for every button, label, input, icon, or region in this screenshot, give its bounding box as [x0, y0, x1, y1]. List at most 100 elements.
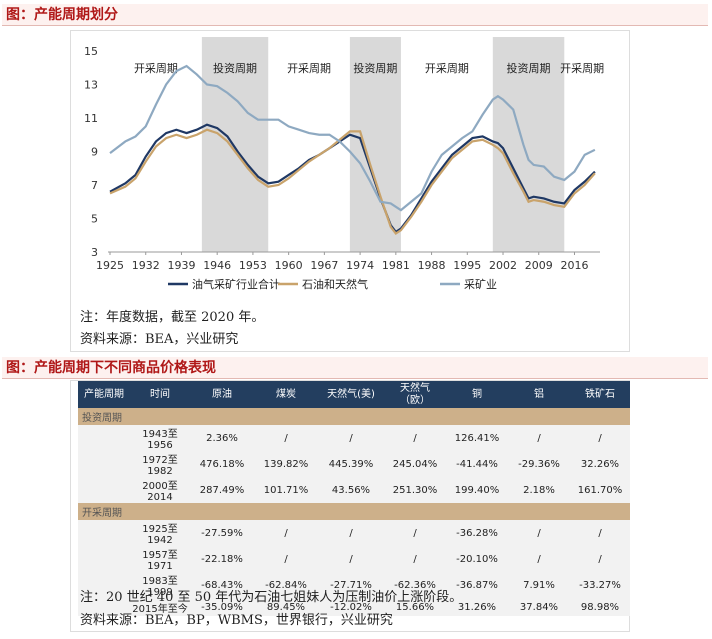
x-tick-label: 1932 — [132, 259, 160, 272]
column-header: 产能周期 — [78, 381, 130, 408]
group-row: 开采周期 — [78, 503, 630, 520]
column-header: 天然气(美) — [318, 381, 384, 408]
cell: -29.36% — [508, 451, 570, 477]
y-tick-label: 3 — [91, 246, 98, 259]
cell: / — [318, 546, 384, 572]
cycle-label: 开采周期 — [560, 62, 604, 75]
group-row: 投资周期 — [78, 408, 630, 425]
x-tick-label: 1946 — [203, 259, 231, 272]
data-row: 1925至1942 -27.59% / / / -36.28% / / — [78, 520, 630, 546]
empty-cell — [78, 425, 130, 451]
cell: -20.10% — [446, 546, 508, 572]
cell: / — [508, 520, 570, 546]
cell: 126.41% — [446, 425, 508, 451]
data-row: 1957至1971 -22.18% / / / -20.10% / / — [78, 546, 630, 572]
x-tick-label: 1967 — [310, 259, 338, 272]
column-header: 煤炭 — [254, 381, 318, 408]
data-row: 1943至1956 2.36% / //126.41% / / — [78, 425, 630, 451]
note: 注：年度数据，截至 2020 年。 — [80, 310, 265, 325]
cell: / — [570, 425, 630, 451]
cell: 445.39% — [318, 451, 384, 477]
legend-label: 采矿业 — [464, 278, 497, 291]
cell: / — [318, 425, 384, 451]
cell: / — [254, 425, 318, 451]
cell: 98.98% — [570, 598, 630, 616]
x-tick-label: 2002 — [489, 259, 517, 272]
cell: 245.04% — [384, 451, 446, 477]
column-header: 时间 — [130, 381, 190, 408]
cycle-shade — [201, 37, 269, 252]
x-tick-label: 1960 — [275, 259, 303, 272]
source: 资料来源：BEA，兴业研究 — [80, 332, 239, 347]
cell: -22.18% — [190, 546, 254, 572]
cell: 1957至1971 — [130, 546, 190, 572]
cell: 251.30% — [384, 477, 446, 503]
cell: 139.82% — [254, 451, 318, 477]
cell: -68.43% — [190, 572, 254, 598]
cell: / — [570, 520, 630, 546]
cycle-label: 开采周期 — [425, 62, 469, 75]
cell: -12.02% — [318, 598, 384, 616]
y-tick-label: 13 — [84, 79, 98, 92]
cell: -27.71% — [318, 572, 384, 598]
cell: / — [318, 520, 384, 546]
y-tick-label: 15 — [84, 45, 98, 58]
x-tick-label: 1988 — [418, 259, 446, 272]
chart: 开采周期 投资周期 开采周期 投资周期 开采周期 投资周期 开采周期357911131519… — [84, 37, 604, 291]
cell: -35.09% — [190, 598, 254, 616]
cell: 1943至1956 — [130, 425, 190, 451]
cell: 199.40% — [446, 477, 508, 503]
column-header: 原油 — [190, 381, 254, 408]
cell: 2015年至今 — [130, 598, 190, 616]
data-row: 2000至2014 287.49% 101.71% 43.56% 251.30% 199.… — [78, 477, 630, 503]
cell: / — [254, 546, 318, 572]
cell: -41.44% — [446, 451, 508, 477]
cell: -36.87% — [446, 572, 508, 598]
empty-cell — [78, 546, 130, 572]
cell: -62.36% — [384, 572, 446, 598]
empty-cell — [78, 520, 130, 546]
series-line — [109, 64, 596, 212]
source: 资料来源：BEA，BP，WBMS，世界银行，兴业研究 — [80, 613, 393, 628]
column-header: 铁矿石 — [570, 381, 630, 408]
cell: 31.26% — [446, 598, 508, 616]
cell: 161.70% — [570, 477, 630, 503]
x-tick-label: 1939 — [167, 259, 195, 272]
empty-cell — [78, 477, 130, 503]
cell: 476.18% — [190, 451, 254, 477]
group-label: 投资周期 — [78, 408, 630, 425]
y-tick-label: 7 — [91, 179, 98, 192]
cell: / — [508, 425, 570, 451]
cell: 89.45% — [254, 598, 318, 616]
y-tick-label: 11 — [84, 112, 98, 125]
data-row: 2015年至今 -35.09% 89.45% -12.02% 15.66% 31.26% 3… — [78, 598, 630, 616]
column-header: 铝 — [508, 381, 570, 408]
x-tick-label: 1995 — [453, 259, 481, 272]
x-tick-label: 1925 — [96, 259, 124, 272]
cell: / — [384, 546, 446, 572]
legend-label: 石油和天然气 — [302, 277, 368, 291]
cycle-label: 投资周期 — [353, 61, 397, 75]
cell: 15.66% — [384, 598, 446, 616]
cycle-label: 投资周期 — [507, 61, 551, 75]
cell: -33.27% — [570, 572, 630, 598]
legend-label: 油气采矿行业合计 — [192, 277, 280, 291]
cell: 2000至2014 — [130, 477, 190, 503]
x-tick-label: 1974 — [346, 259, 374, 272]
cell: 43.56% — [318, 477, 384, 503]
cell: -62.84% — [254, 572, 318, 598]
note: 注：20 世纪 40 至 50 年代为石油七姐妹人为压制油价上涨阶段。 — [80, 590, 463, 605]
cell: 1972至1982 — [130, 451, 190, 477]
cell: 32.26% — [570, 451, 630, 477]
cycle-shade — [349, 37, 401, 252]
empty-cell — [78, 572, 130, 598]
series-line — [109, 128, 596, 236]
x-tick-label: 1953 — [239, 259, 267, 272]
x-tick-label: 2016 — [560, 259, 588, 272]
cycle-label: 投资周期 — [213, 61, 257, 75]
cell: -27.59% — [190, 520, 254, 546]
price-table: 产能周期 时间 原油 煤炭 天然气(美) 天然气 （欧）铜铝铁矿石 投资周期 1943至195… — [78, 381, 630, 616]
cell: / — [570, 546, 630, 572]
column-header: 铜 — [446, 381, 508, 408]
